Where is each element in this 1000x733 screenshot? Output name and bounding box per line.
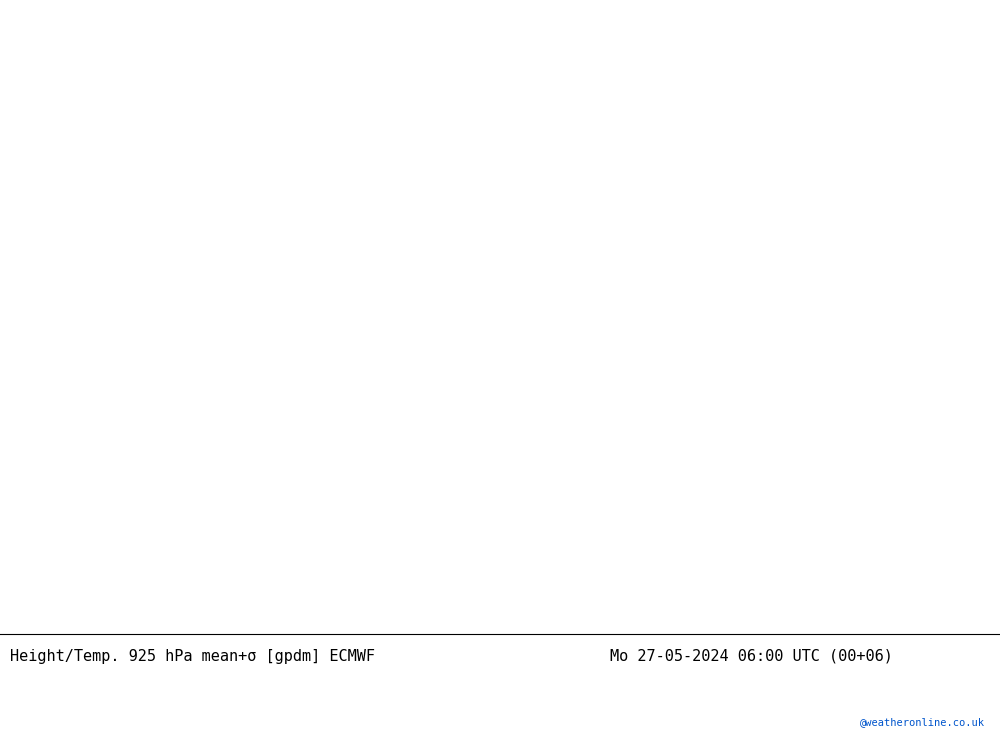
Bar: [10, 685, 38, 720]
Text: Height/Temp. 925 hPa mean+σ [gpdm] ECMWF: Height/Temp. 925 hPa mean+σ [gpdm] ECMWF: [10, 649, 375, 663]
Bar: [210, 685, 238, 720]
Bar: [494, 685, 523, 720]
Bar: [438, 685, 466, 720]
Bar: [181, 685, 210, 720]
Bar: [152, 685, 181, 720]
Text: @weatheronline.co.uk: @weatheronline.co.uk: [860, 717, 985, 727]
Bar: [295, 685, 324, 720]
Bar: [352, 685, 380, 720]
Bar: [409, 685, 438, 720]
Bar: [466, 685, 494, 720]
Text: Mo 27-05-2024 06:00 UTC (00+06): Mo 27-05-2024 06:00 UTC (00+06): [610, 649, 893, 663]
Bar: [380, 685, 409, 720]
Bar: [324, 685, 352, 720]
Bar: [96, 685, 124, 720]
Bar: [67, 685, 96, 720]
Bar: [523, 685, 552, 720]
Bar: [266, 685, 295, 720]
Bar: [552, 685, 580, 720]
Bar: [38, 685, 67, 720]
Bar: [124, 685, 152, 720]
Bar: [238, 685, 266, 720]
